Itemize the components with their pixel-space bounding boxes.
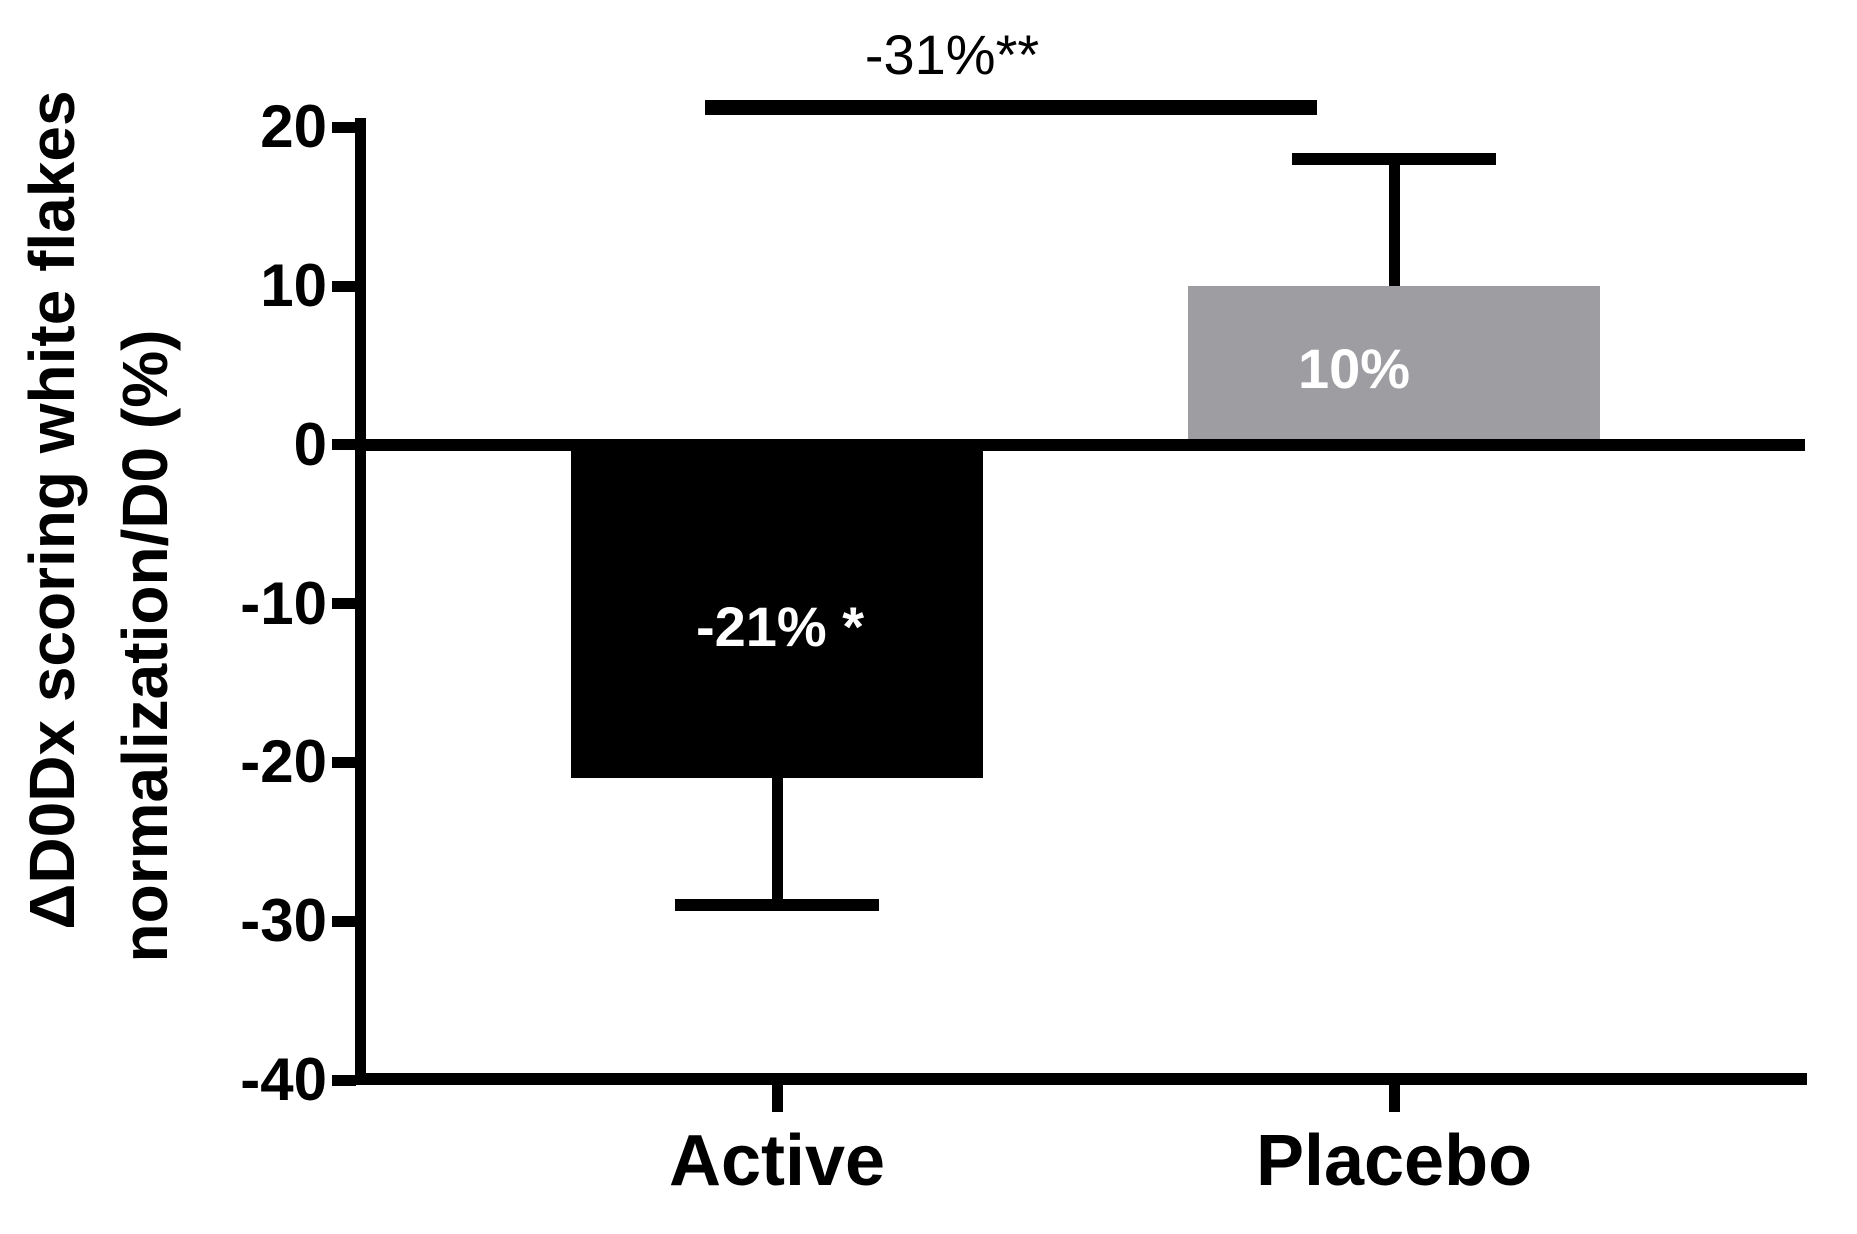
y-tick-label: -40 [240, 1046, 327, 1113]
x-tick-mark-active [771, 1084, 783, 1112]
significance-line [705, 100, 1317, 115]
y-tick-label: 0 [293, 410, 327, 478]
error-bar-cap-active [675, 899, 879, 912]
bar-placebo [1188, 286, 1600, 445]
x-category-label-placebo: Placebo [1255, 1121, 1533, 1201]
x-tick-mark-placebo [1388, 1084, 1400, 1112]
error-bar-stem-active [771, 778, 783, 906]
bar-value-label-active: -21% * [695, 595, 865, 658]
y-tick-mark [332, 439, 356, 451]
y-tick-mark [332, 280, 356, 292]
bar-active [571, 444, 983, 779]
y-tick-label: -20 [240, 728, 327, 796]
x-axis-zero-line [355, 439, 1805, 451]
y-axis-line [355, 118, 366, 1084]
error-bar-stem-placebo [1388, 158, 1400, 286]
bar-value-label-placebo: 10% [1297, 337, 1411, 400]
x-axis-bottom-line [355, 1073, 1807, 1085]
y-tick-mark [332, 121, 356, 133]
significance-label: -31%** [864, 23, 1040, 86]
y-tick-mark [332, 1074, 356, 1086]
error-bar-cap-placebo [1292, 152, 1496, 165]
x-category-label-active: Active [668, 1121, 886, 1201]
y-tick-mark [332, 915, 356, 927]
y-tick-label: -30 [240, 887, 327, 955]
y-tick-label: -10 [240, 569, 327, 637]
y-tick-mark [332, 598, 356, 610]
y-tick-mark [332, 756, 356, 768]
y-tick-label: 20 [260, 93, 327, 161]
y-tick-label: 10 [260, 252, 327, 319]
